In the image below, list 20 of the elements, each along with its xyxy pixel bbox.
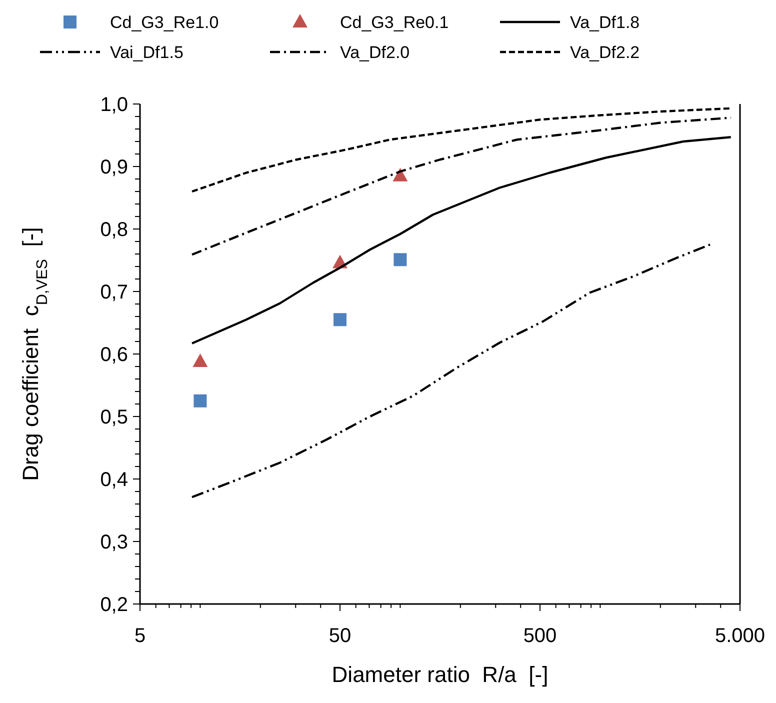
y-tick-label: 0,9	[100, 156, 128, 178]
legend-label: Cd_G3_Re0.1	[340, 13, 449, 32]
legend-label: Vai_Df1.5	[110, 43, 184, 62]
x-tick-label: 5	[134, 625, 146, 647]
y-tick-label: 0,4	[100, 469, 128, 491]
y-tick-label: 0,6	[100, 344, 128, 366]
x-tick-label: 50	[328, 625, 352, 647]
y-tick-label: 0,8	[100, 219, 128, 241]
x-axis-title: Diameter ratio R/a [-]	[332, 662, 548, 687]
legend-label: Va_Df2.2	[570, 43, 640, 62]
x-tick-label: 5.000	[714, 625, 766, 647]
y-tick-label: 0,3	[100, 532, 128, 554]
y-tick-label: 1,0	[100, 94, 128, 116]
y-tick-label: 0,2	[100, 594, 128, 616]
legend-label: Va_Df2.0	[340, 43, 410, 62]
y-tick-label: 0,5	[100, 406, 128, 428]
legend-label: Cd_G3_Re1.0	[110, 13, 219, 32]
legend-label: Va_Df1.8	[570, 13, 640, 32]
y-tick-label: 0,7	[100, 282, 128, 304]
x-tick-label: 500	[523, 625, 557, 647]
